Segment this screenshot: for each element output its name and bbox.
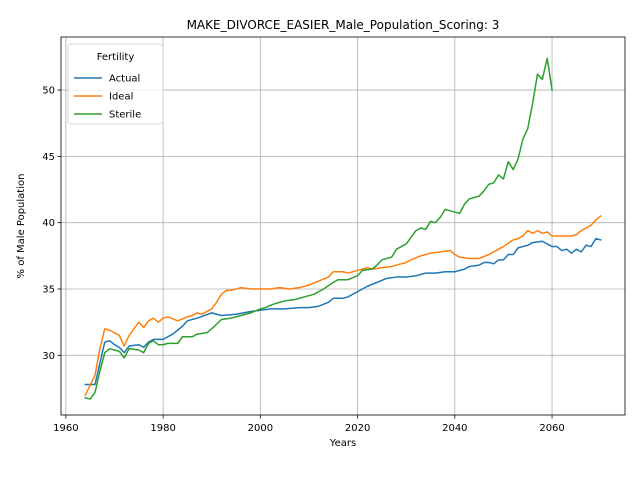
legend: Fertility Actual Ideal Sterile (67, 43, 164, 125)
y-tick-label: 50 (42, 86, 55, 97)
chart-title: MAKE_DIVORCE_EASIER_Male_Population_Scor… (187, 18, 500, 32)
y-tick-label: 40 (42, 218, 55, 229)
series-line-sterile (84, 57, 553, 400)
x-tick-label: 2040 (442, 423, 467, 434)
series-line-ideal (84, 214, 602, 397)
y-axis: 30 35 40 45 50 (42, 86, 61, 362)
series-lines (84, 57, 602, 400)
legend-label-sterile: Sterile (109, 110, 141, 121)
x-axis: 1960 1980 2000 2020 2040 2060 (53, 415, 565, 434)
grid-lines (61, 37, 625, 415)
x-tick-label: 2000 (248, 423, 273, 434)
y-tick-label: 45 (42, 152, 55, 163)
y-axis-title: % of Male Population (16, 174, 27, 279)
x-tick-label: 2060 (539, 423, 564, 434)
legend-label-ideal: Ideal (109, 92, 133, 103)
x-axis-title: Years (329, 438, 356, 449)
legend-label-actual: Actual (109, 74, 140, 85)
x-tick-label: 1960 (53, 423, 78, 434)
series-line-actual (84, 237, 602, 386)
legend-title: Fertility (97, 52, 135, 63)
y-tick-label: 35 (42, 285, 55, 296)
y-tick-label: 30 (42, 351, 55, 362)
legend-box (67, 43, 164, 125)
x-tick-label: 1980 (150, 423, 175, 434)
x-tick-label: 2020 (345, 423, 370, 434)
plot-frame (60, 36, 626, 416)
